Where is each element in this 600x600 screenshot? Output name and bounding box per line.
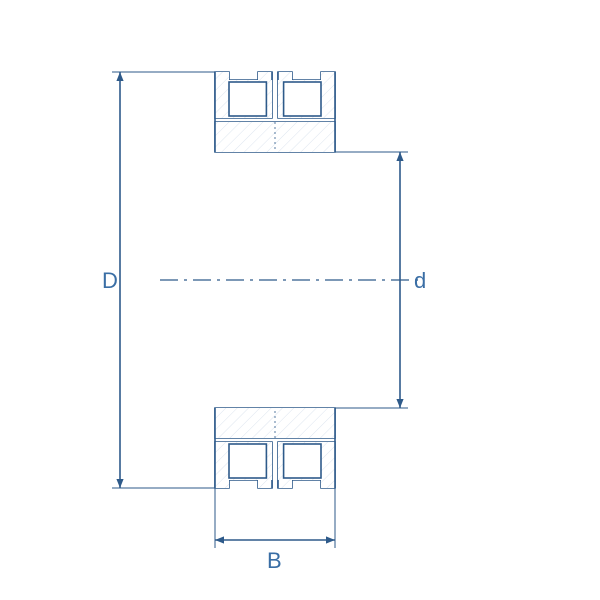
outer-diameter-label: D xyxy=(102,268,118,293)
width-label: B xyxy=(267,548,282,573)
bearing-cross-section-diagram: Dd B xyxy=(0,0,600,600)
inner-diameter-label: d xyxy=(414,268,426,293)
